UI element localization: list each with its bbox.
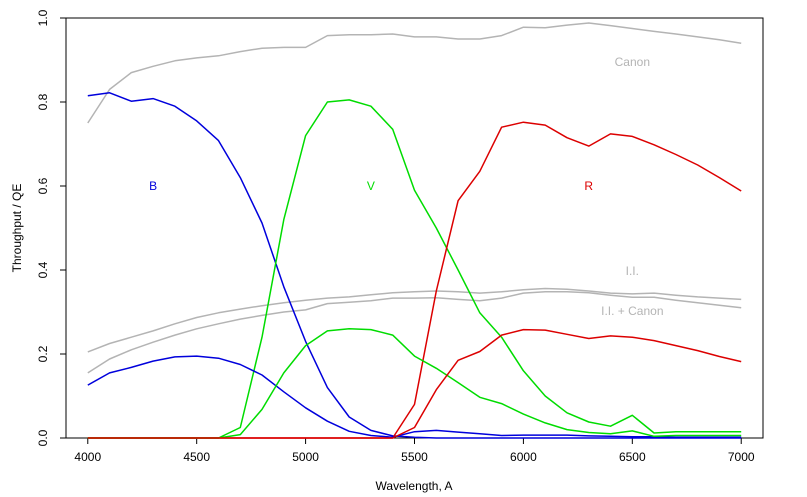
y-tick-label: 0.0 [36,429,50,446]
series-line [87,355,742,438]
y-axis: 0.0 0.2 0.4 0.6 0.8 1.0 [36,9,66,446]
series-line [87,291,742,374]
x-tick-label: 4000 [74,450,101,464]
y-tick-label: 0.8 [36,93,50,110]
series-label: I.I. [626,264,639,278]
x-axis: 4000 4500 5000 5500 6000 6500 7000 [74,438,755,464]
y-axis-title: Throughput / QE [10,184,24,273]
x-tick-label: 5500 [401,450,428,464]
x-tick-label: 6000 [510,450,537,464]
series-line [87,328,742,439]
series-label: B [149,179,157,193]
series-labels: Canon I.I. I.I. + Canon B V R [149,55,663,318]
series-label: R [584,179,593,193]
series-line [87,121,742,439]
x-axis-title: Wavelength, A [376,479,453,493]
series-lines [87,22,742,439]
series-line [87,287,742,353]
series-line [87,92,742,439]
y-tick-label: 0.4 [36,261,50,278]
x-tick-label: 7000 [728,450,755,464]
y-tick-label: 0.2 [36,345,50,362]
plot-frame [65,17,764,439]
series-label: Canon [615,55,650,69]
series-label: V [367,179,375,193]
series-line [87,328,742,439]
x-tick-label: 6500 [619,450,646,464]
series-line [87,22,742,124]
y-tick-label: 0.6 [36,177,50,194]
series-line [87,99,742,439]
series-label: I.I. + Canon [601,304,663,318]
x-tick-label: 5000 [292,450,319,464]
y-tick-label: 1.0 [36,9,50,26]
x-tick-label: 4500 [183,450,210,464]
